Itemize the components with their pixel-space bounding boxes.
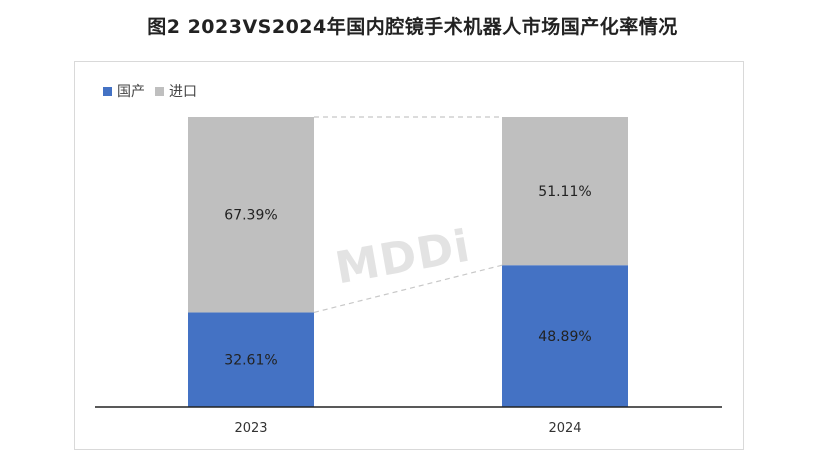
bar-2023-series-0 <box>188 312 314 407</box>
legend-swatch-import <box>155 86 164 96</box>
data-label-2024-series-1: 51.11% <box>538 184 591 200</box>
connector-line-split <box>313 264 503 314</box>
legend-label-import: 进口 <box>169 84 197 100</box>
chart-title: 图2 2023VS2024年国内腔镜手术机器人市场国产化率情况 <box>147 16 678 38</box>
legend-label-domestic: 国产 <box>117 84 145 100</box>
data-label-2023-series-0: 32.61% <box>224 353 277 369</box>
legend-item-domestic: 国产 <box>103 81 145 101</box>
data-label-2024-series-0: 48.89% <box>538 329 591 345</box>
bar-2024-series-0 <box>502 265 628 407</box>
x-tick-label-2023: 2023 <box>234 421 267 436</box>
legend: 国产 进口 <box>103 81 207 101</box>
bar-2024-series-1 <box>502 117 628 266</box>
data-label-2023-series-1: 67.39% <box>224 208 277 224</box>
bar-2023-series-1 <box>188 117 314 313</box>
legend-swatch-domestic <box>103 86 112 96</box>
chart-frame <box>74 61 744 450</box>
x-tick-label-2024: 2024 <box>548 421 581 436</box>
legend-item-import: 进口 <box>155 81 197 101</box>
